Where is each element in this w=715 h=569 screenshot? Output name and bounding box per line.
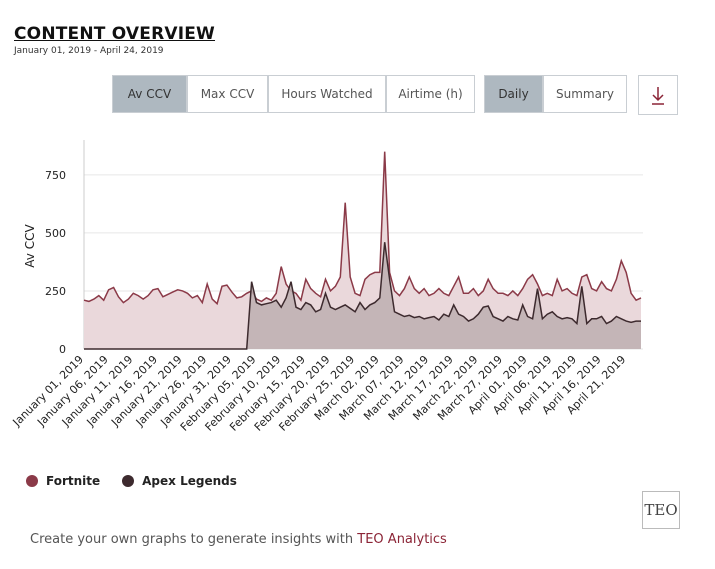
y-axis-label: Av CCV: [23, 224, 37, 268]
y-tick-label: 0: [59, 343, 66, 356]
title: CONTENT OVERVIEW: [14, 24, 216, 44]
logo: TEO: [642, 491, 680, 529]
series-line: [83, 151, 642, 306]
y-tick-label: 250: [45, 285, 66, 298]
metric-button[interactable]: Av CCV: [112, 75, 187, 113]
legend-swatch: [122, 475, 135, 487]
footer-text: Create your own graphs to generate insig…: [30, 532, 354, 547]
download-button[interactable]: [638, 75, 678, 115]
view-button[interactable]: Daily: [484, 75, 543, 113]
legend-label: Apex Legends: [142, 474, 237, 488]
y-tick-label: 750: [45, 169, 66, 182]
metric-button[interactable]: Hours Watched: [268, 75, 386, 113]
footer: Create your own graphs to generate insig…: [30, 532, 447, 547]
view-button[interactable]: Summary: [543, 75, 627, 113]
footer-link[interactable]: TEO Analytics: [357, 532, 447, 547]
subtitle: January 01, 2019 - April 24, 2019: [14, 46, 164, 56]
legend-item[interactable]: Apex Legends: [122, 474, 237, 488]
legend-item[interactable]: Fortnite: [26, 474, 100, 488]
metric-button[interactable]: Airtime (h): [386, 75, 475, 113]
y-tick-label: 500: [45, 227, 66, 240]
legend: Fortnite Apex Legends: [26, 474, 237, 488]
series-line: [84, 242, 641, 350]
legend-swatch: [26, 475, 38, 487]
legend-label: Fortnite: [46, 474, 101, 488]
series-area: [84, 151, 641, 349]
metric-button[interactable]: Max CCV: [187, 75, 268, 113]
series-area: [84, 242, 641, 349]
download-icon: [652, 87, 664, 105]
